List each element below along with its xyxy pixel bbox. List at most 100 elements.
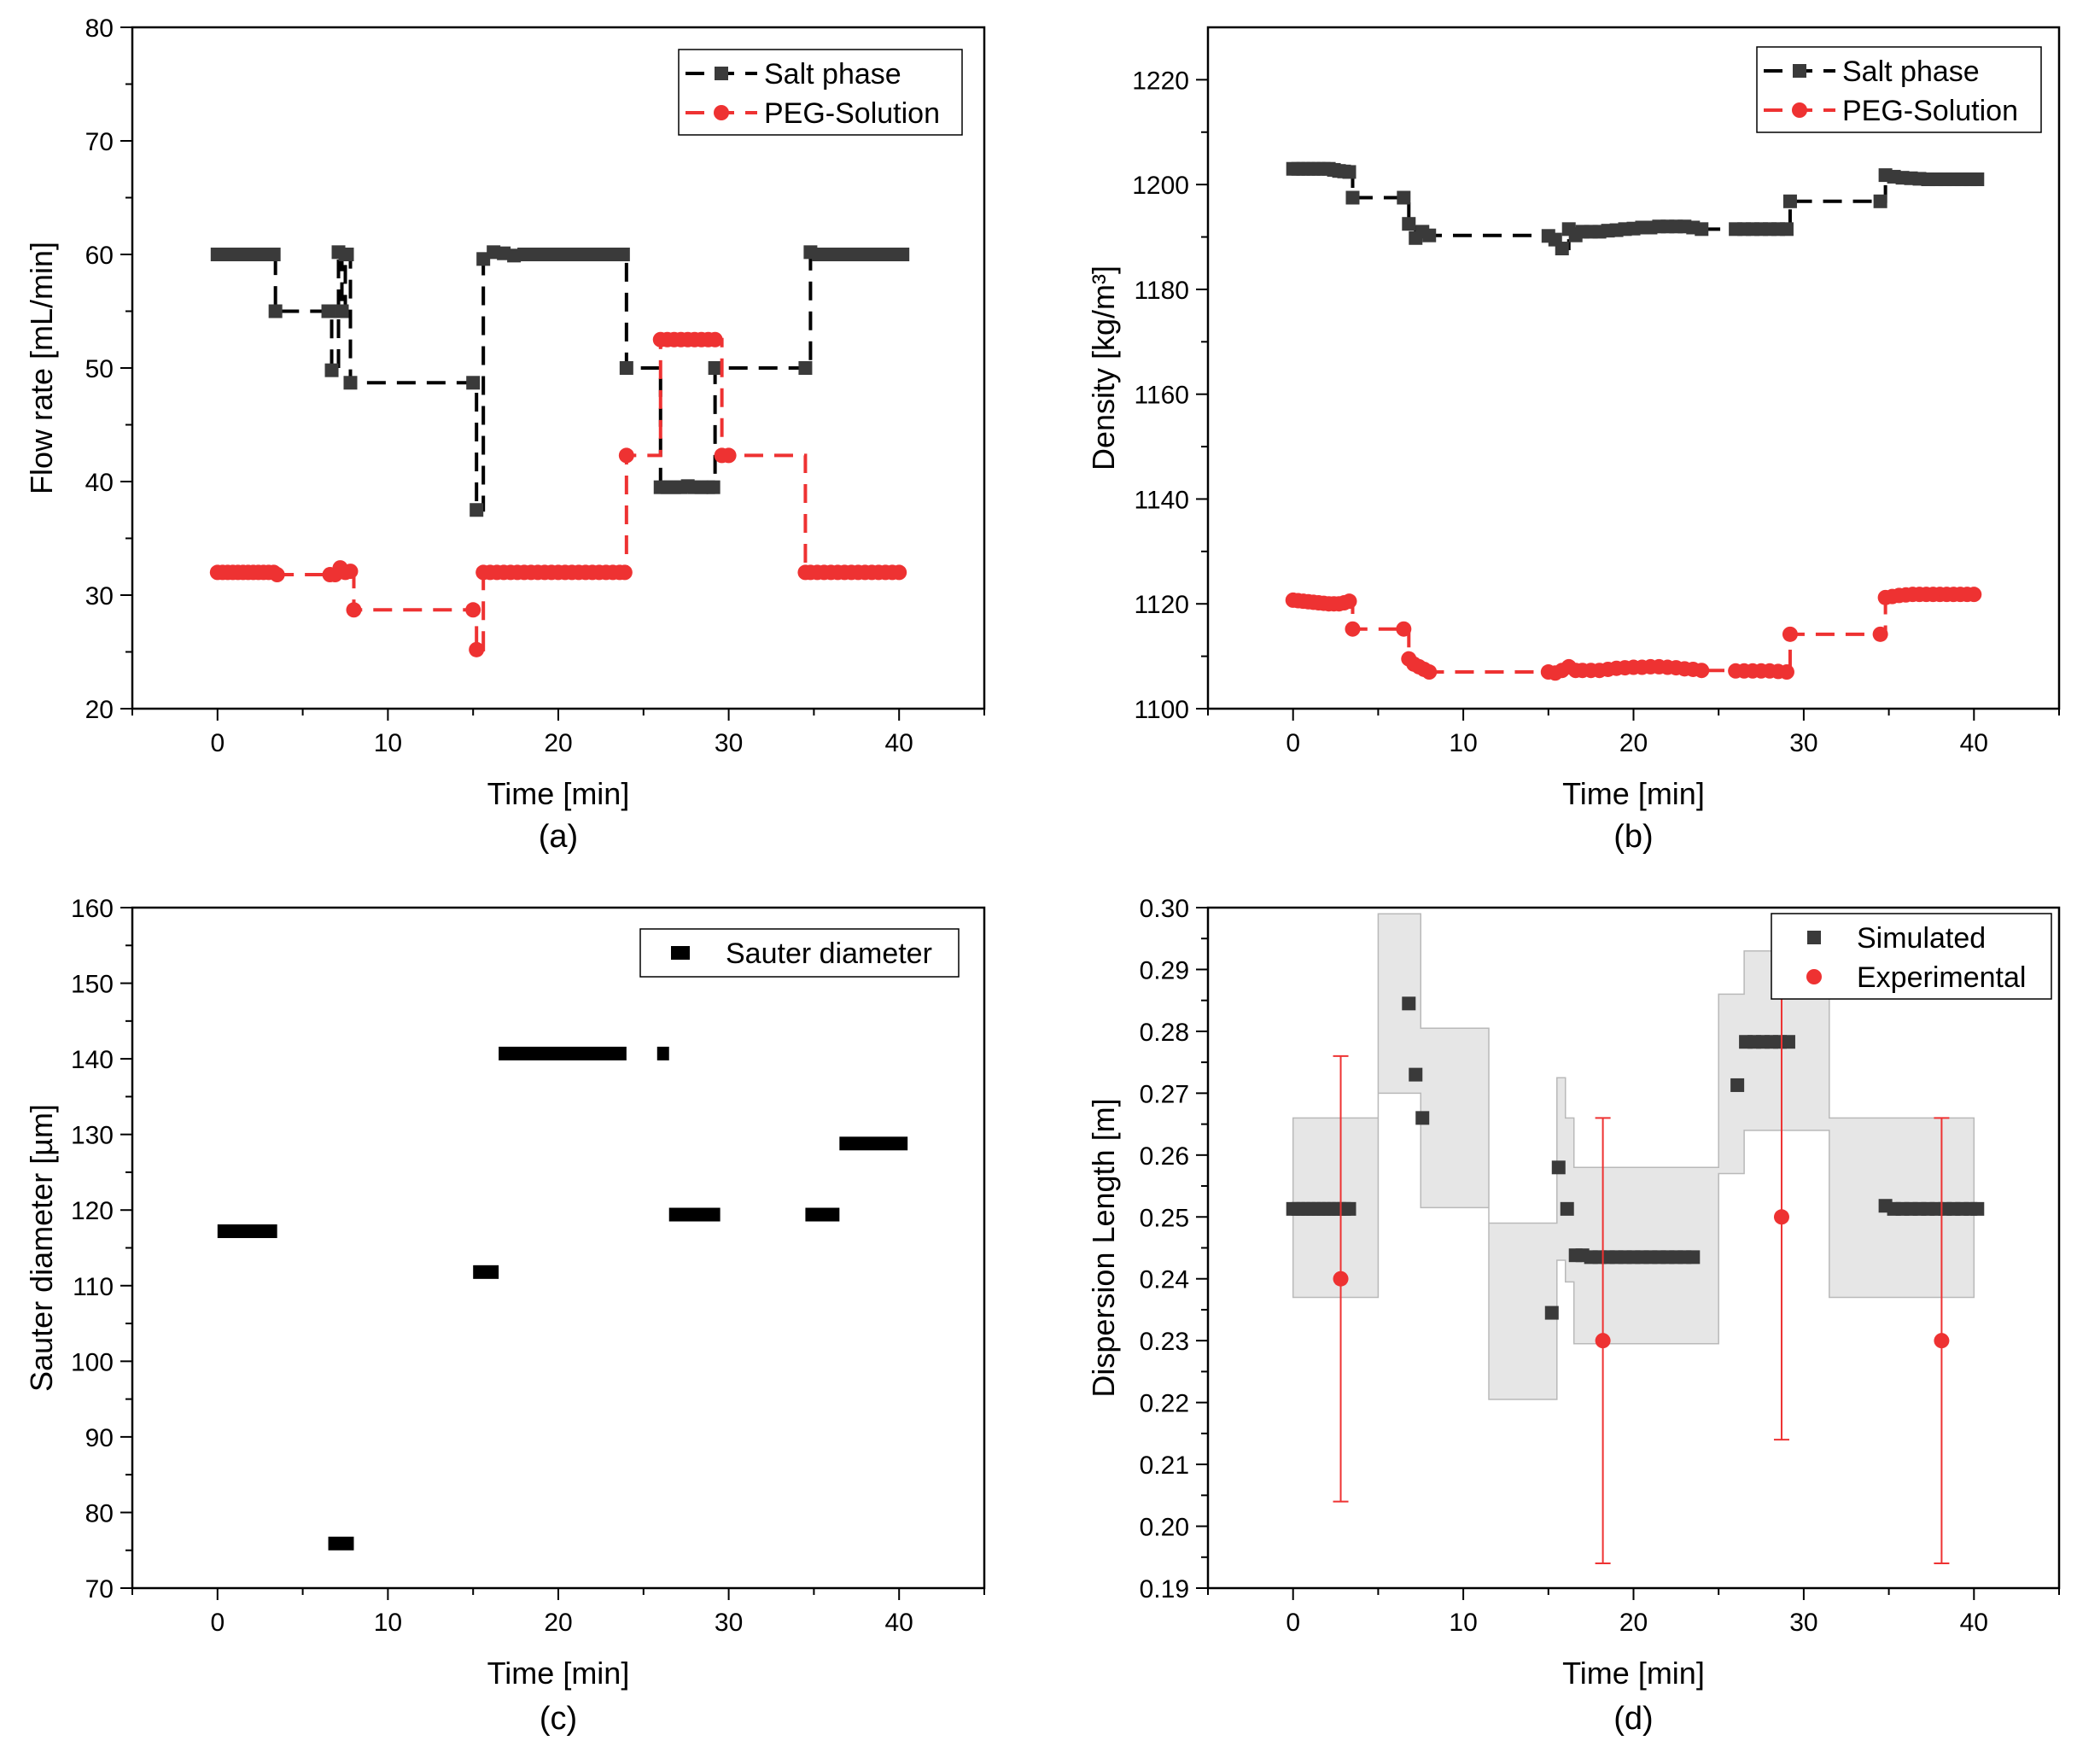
x-tick-label: 10 [374, 729, 402, 757]
legend-marker [1806, 969, 1822, 984]
data-point [1396, 621, 1412, 637]
legend-marker [715, 67, 728, 80]
y-axis-title: Density [kg/m³] [1086, 266, 1121, 470]
y-tick-label: 100 [71, 1348, 114, 1376]
y-tick-label: 1200 [1132, 172, 1189, 200]
y-axis-title: Dispersion Length [m] [1086, 1098, 1121, 1397]
y-tick-label: 0.22 [1140, 1390, 1189, 1418]
x-tick-label: 20 [1619, 1609, 1648, 1637]
data-point [1397, 190, 1411, 205]
data-point [1779, 222, 1794, 237]
x-tick-label: 30 [1789, 1609, 1817, 1637]
chart-panel-c: 0 10 20 30 40 70 80 90 100 110 120 130 140 150 160 Time… [24, 895, 986, 1737]
x-tick-label: 40 [885, 1609, 913, 1637]
data-point [656, 1046, 669, 1060]
data-point [266, 248, 281, 261]
y-tick-label: 1120 [1134, 591, 1189, 619]
y-tick-label: 0.25 [1140, 1204, 1189, 1232]
legend-label: Sauter diameter [726, 937, 932, 970]
data-point [1409, 1067, 1423, 1082]
data-point [618, 447, 634, 464]
y-tick-label: 1100 [1134, 696, 1189, 724]
legend: Simulated Experimental [1771, 913, 2052, 1000]
y-tick-label: 20 [85, 696, 114, 724]
legend-label: Simulated [1857, 922, 1986, 955]
legend-marker [1793, 64, 1806, 78]
x-axis-title: Time [min] [1562, 1656, 1705, 1691]
data-point [1560, 1201, 1574, 1216]
y-tick-label: 80 [85, 15, 114, 43]
data-point [1970, 1201, 1985, 1216]
legend: Salt phase PEG-Solution [1756, 46, 2042, 133]
y-tick-label: 1140 [1134, 486, 1189, 514]
data-point [616, 564, 633, 581]
data-point [1694, 663, 1710, 679]
data-point [1695, 222, 1709, 237]
x-tick-label: 0 [1286, 729, 1300, 757]
data-point [1342, 1201, 1356, 1216]
panel-caption: (b) [1613, 819, 1653, 855]
y-tick-label: 1160 [1134, 382, 1189, 410]
y-tick-label: 0.19 [1140, 1575, 1189, 1603]
data-point [466, 376, 481, 390]
x-tick-label: 10 [374, 1609, 402, 1637]
data-point [1782, 626, 1798, 642]
uncertainty-band [1292, 913, 1975, 1400]
data-point [470, 503, 484, 517]
legend-label: PEG-Solution [1842, 95, 2018, 127]
data-point [616, 248, 630, 261]
data-point [465, 602, 481, 618]
y-tick-label: 130 [71, 1122, 114, 1150]
data-point [469, 641, 485, 657]
y-axis-title: Flow rate [mL/min] [24, 242, 59, 494]
y-tick-label: 0.23 [1140, 1328, 1189, 1356]
data-point [269, 567, 285, 583]
legend-marker [671, 946, 690, 960]
legend-box [639, 928, 960, 978]
y-tick-label: 150 [71, 971, 114, 999]
data-point [1934, 1333, 1950, 1349]
data-point [707, 331, 723, 348]
data-point [1773, 1209, 1789, 1225]
data-point [328, 1536, 354, 1551]
chart-panel-b: 0 10 20 30 40 1100 1120 1140 1160 1180 1200 1220 Tim… [1086, 26, 2061, 855]
legend-label: Salt phase [1842, 55, 1980, 88]
x-tick-label: 20 [1619, 729, 1648, 757]
panel-caption: (d) [1613, 1701, 1653, 1737]
data-point [1781, 1035, 1795, 1049]
y-tick-label: 80 [85, 1499, 114, 1527]
x-axis-title: Time [min] [487, 776, 630, 811]
data-point [1782, 194, 1797, 208]
x-tick-label: 30 [1789, 729, 1817, 757]
y-tick-label: 0.29 [1140, 956, 1189, 984]
data-point [1966, 587, 1982, 603]
y-tick-label: 1180 [1134, 277, 1189, 305]
legend-box [1756, 46, 2042, 133]
data-point [1873, 194, 1887, 208]
data-point [896, 248, 910, 261]
data-point [1730, 1078, 1745, 1092]
plot-area [217, 1046, 908, 1551]
y-tick-label: 30 [85, 582, 114, 610]
data-point [321, 304, 335, 318]
series-line-peg-solution [217, 337, 900, 651]
data-point [668, 1207, 721, 1222]
data-point [1333, 1270, 1349, 1287]
y-tick-label: 120 [71, 1197, 114, 1225]
data-point [217, 1224, 277, 1239]
data-point [839, 1136, 908, 1151]
data-point [473, 1265, 499, 1279]
data-point [1415, 1111, 1430, 1125]
plot-area [1286, 913, 1985, 1565]
legend-box [1771, 913, 2052, 1000]
data-point [1555, 242, 1569, 256]
data-point [342, 564, 359, 580]
data-point [346, 602, 362, 618]
x-axis-title: Time [min] [487, 1656, 630, 1691]
data-point [708, 361, 722, 375]
y-tick-label: 0.21 [1140, 1452, 1189, 1480]
data-point [1551, 1160, 1566, 1175]
data-point [1544, 1305, 1559, 1320]
data-point [1345, 190, 1360, 205]
